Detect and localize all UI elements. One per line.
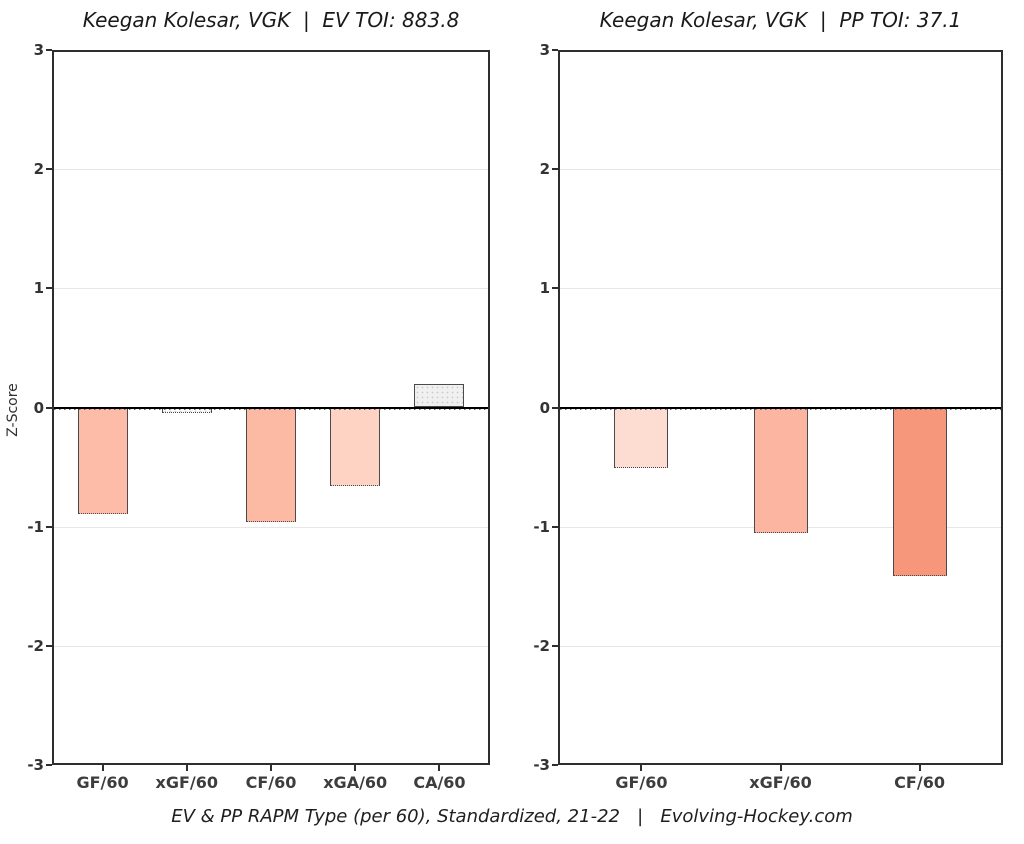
x-tick-label: CF/60 (245, 773, 297, 792)
gridline (54, 169, 488, 171)
y-axis-tick (46, 49, 52, 51)
x-tick-label: xGF/60 (155, 773, 219, 792)
chart-title-pp: Keegan Kolesar, VGK | PP TOI: 37.1 (599, 8, 962, 32)
y-tick-label: 2 (33, 160, 44, 179)
x-axis-tick (438, 765, 441, 771)
y-tick-label: -3 (533, 756, 550, 774)
x-tick-label: CA/60 (413, 773, 466, 792)
y-tick-label: 2 (539, 160, 550, 179)
y-axis-tick (46, 644, 52, 647)
gridline (54, 645, 488, 647)
y-axis-tick (46, 764, 52, 766)
x-tick-label: xGA/60 (323, 773, 388, 792)
y-axis-tick (552, 49, 558, 51)
zero-line (54, 406, 488, 409)
y-tick-label: 1 (539, 279, 550, 298)
y-tick-label: -3 (27, 756, 44, 774)
gridline (560, 288, 1001, 290)
x-tick-label: xGF/60 (749, 773, 812, 792)
y-axis-tick (552, 644, 558, 647)
y-tick-label: -2 (533, 636, 550, 655)
x-axis-tick (354, 765, 357, 771)
y-axis-tick (46, 168, 52, 171)
y-tick-label: 1 (33, 279, 44, 298)
y-axis-tick (552, 287, 558, 290)
gridline (54, 288, 488, 290)
x-tick-label: GF/60 (76, 773, 129, 792)
x-axis-tick (640, 765, 643, 771)
zero-line-texture (560, 409, 1001, 410)
bar-gf-60 (77, 407, 128, 514)
gridline (560, 645, 1001, 647)
bar-ca-60 (414, 383, 465, 408)
y-axis-tick (552, 406, 558, 409)
y-tick-label: 3 (33, 41, 44, 59)
bar-xga-60 (330, 407, 381, 487)
y-axis-tick (46, 525, 52, 528)
y-tick-label: -1 (27, 517, 44, 536)
y-axis-tick (552, 525, 558, 528)
y-axis-tick (552, 168, 558, 171)
pp-chart-panel (558, 50, 1003, 765)
y-tick-label: 0 (539, 398, 550, 417)
x-axis-tick (101, 765, 104, 771)
chart-title-ev: Keegan Kolesar, VGK | EV TOI: 883.8 (82, 8, 460, 32)
x-axis-tick (185, 765, 188, 771)
bar-cf-60 (246, 407, 296, 522)
x-axis-tick (918, 765, 921, 771)
ev-chart-panel (52, 50, 490, 765)
y-axis-tick (46, 287, 52, 290)
gridline (560, 169, 1001, 171)
y-tick-label: 0 (33, 398, 44, 417)
bar-xgf-60 (753, 407, 808, 533)
y-tick-label: -2 (27, 636, 44, 655)
bar-gf-60 (614, 407, 669, 469)
y-tick-label: 3 (539, 41, 550, 59)
y-axis-tick (552, 764, 558, 766)
x-axis-tick (779, 765, 782, 771)
x-tick-label: CF/60 (894, 773, 945, 792)
figure-caption: EV & PP RAPM Type (per 60), Standardized… (171, 806, 853, 827)
y-axis-tick (46, 406, 52, 409)
zero-line-texture (54, 409, 488, 410)
zero-line (560, 406, 1001, 409)
gridline (54, 526, 488, 528)
y-tick-label: -1 (533, 517, 550, 536)
x-axis-tick (270, 765, 272, 771)
bar-cf-60 (892, 407, 947, 576)
x-tick-label: GF/60 (615, 773, 668, 792)
